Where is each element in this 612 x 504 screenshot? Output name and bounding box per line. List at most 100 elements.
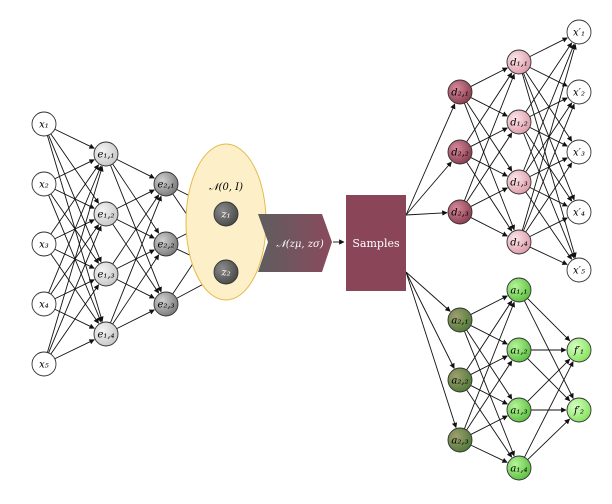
samples-arrow xyxy=(405,103,456,216)
edge-arrow xyxy=(470,217,508,237)
node-label-e11: e₁,₁ xyxy=(97,150,114,161)
edge-arrow xyxy=(116,278,155,299)
node-d11 xyxy=(506,49,532,75)
edge-arrow xyxy=(523,103,575,232)
samples-arrow xyxy=(405,271,451,312)
edge-arrow xyxy=(529,217,568,238)
node-d22 xyxy=(447,139,473,165)
edge-arrow xyxy=(463,301,515,429)
edge-arrow xyxy=(525,162,573,233)
node-label-e21: e₂,₁ xyxy=(157,180,174,191)
edge-arrow xyxy=(529,66,568,87)
node-label-a13: a₁,₃ xyxy=(510,406,527,417)
node-label-fp2: f′₂ xyxy=(573,406,584,417)
edge-arrow xyxy=(112,254,160,325)
edge-arrow xyxy=(116,309,155,330)
node-fp1 xyxy=(566,337,592,363)
edge-arrow xyxy=(50,284,99,355)
samples-arrow xyxy=(405,271,458,429)
edge-arrow xyxy=(470,385,508,405)
node-label-x3: x₃ xyxy=(39,240,49,251)
edge-arrow xyxy=(470,187,508,207)
node-x5 xyxy=(31,351,57,377)
node-xp1 xyxy=(566,19,592,45)
edge-arrow xyxy=(116,218,155,239)
edge-arrow xyxy=(54,248,95,269)
node-xp3 xyxy=(566,139,592,165)
node-xp4 xyxy=(566,199,592,225)
node-label-x5: x₅ xyxy=(39,360,49,371)
edge-arrow xyxy=(112,163,160,234)
node-label-e14: e₁,₄ xyxy=(97,330,114,341)
node-label-x4: x₄ xyxy=(39,300,49,311)
node-label-xp5: x′₅ xyxy=(573,266,585,277)
edge-arrow xyxy=(527,358,571,402)
edge-arrow xyxy=(464,330,515,457)
node-label-a14: a₁,₄ xyxy=(510,464,527,475)
node-label-d22: d₂,₂ xyxy=(451,148,469,159)
node-z2 xyxy=(213,259,239,285)
edge-arrow xyxy=(529,37,568,58)
node-label-a21: a₂,₁ xyxy=(451,316,468,327)
gaussian-chevron xyxy=(258,214,332,272)
edge-arrow xyxy=(527,298,571,342)
edge-arrow xyxy=(48,165,102,294)
edge-arrow xyxy=(466,389,513,458)
node-a14 xyxy=(506,455,532,481)
node-x3 xyxy=(31,231,57,257)
edge-arrow xyxy=(463,73,515,201)
edge-arrow xyxy=(529,186,568,207)
gaussian-label: 𝒩(zμ, zσ) xyxy=(276,239,324,250)
edge-arrow xyxy=(529,246,568,265)
edge-arrow xyxy=(470,295,508,315)
edge-arrow xyxy=(54,188,95,209)
node-label-x1: x₁ xyxy=(39,120,49,131)
node-label-a23: a₂,₃ xyxy=(451,436,468,447)
edge-arrow xyxy=(529,126,568,147)
node-label-e12: e₁,₂ xyxy=(97,210,114,221)
node-label-z1: z₁ xyxy=(220,210,230,221)
node-label-d14: d₁,₄ xyxy=(510,238,528,249)
node-xp5 xyxy=(566,257,592,283)
node-x2 xyxy=(31,171,57,197)
node-a21 xyxy=(447,307,473,333)
node-label-d11: d₁,₁ xyxy=(510,58,528,69)
samples-box xyxy=(346,195,406,291)
node-label-d23: d₂,₃ xyxy=(451,208,469,219)
node-label-fp1: f′₁ xyxy=(573,346,584,357)
edge-arrow xyxy=(466,72,513,143)
node-x1 xyxy=(31,111,57,137)
node-label-e23: e₂,₃ xyxy=(157,300,174,311)
edge-arrow xyxy=(54,128,95,149)
edge-arrow xyxy=(466,161,513,232)
node-label-x2: x₂ xyxy=(39,180,49,191)
node-a12 xyxy=(506,337,532,363)
edge-arrow xyxy=(527,358,571,402)
edge-arrow xyxy=(112,194,160,265)
edge-arrow xyxy=(54,339,95,360)
edge-arrow xyxy=(470,325,508,345)
edge-arrow xyxy=(466,132,513,203)
samples-arrow xyxy=(405,210,448,216)
edge-arrow xyxy=(524,361,574,458)
node-label-xp1: x′₁ xyxy=(573,28,585,39)
node-xp2 xyxy=(566,79,592,105)
node-z1 xyxy=(213,201,239,227)
edge-arrow xyxy=(523,132,575,259)
node-e14 xyxy=(93,321,119,347)
node-e21 xyxy=(153,171,179,197)
node-label-xp4: x′₄ xyxy=(573,208,585,219)
node-e13 xyxy=(93,261,119,287)
node-label-a22: a₂,₂ xyxy=(451,376,468,387)
edge-arrow xyxy=(50,164,99,235)
edge-arrow xyxy=(523,43,575,172)
node-fp2 xyxy=(566,397,592,423)
prior-label: 𝒩(0, I) xyxy=(209,182,243,193)
edge-arrow xyxy=(46,165,104,353)
node-label-xp3: x′₃ xyxy=(573,148,585,159)
node-d13 xyxy=(506,169,532,195)
edge-arrow xyxy=(521,43,577,231)
edge-arrow xyxy=(466,300,513,371)
edge-arrow xyxy=(470,67,508,87)
connections xyxy=(46,37,577,463)
